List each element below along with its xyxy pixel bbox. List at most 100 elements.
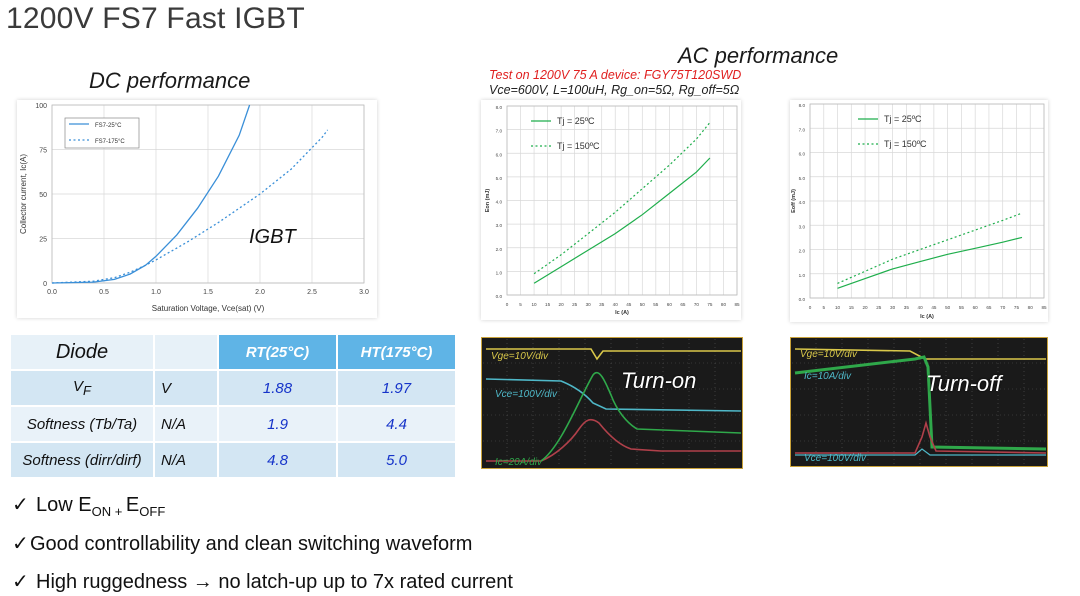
table-row: Softness (Tb/Ta) N/A 1.9 4.4	[11, 406, 457, 443]
legend-label: Tj = 150ºC	[884, 139, 927, 149]
legend-label: FS7-175°C	[95, 139, 125, 145]
eon-chart-panel: 0.0 1.0 2.0 3.0 4.0 5.0 6.0 7.0 8.0 0 5 10 15 20 25 30 3…	[481, 100, 741, 320]
y-tick-label: 2.0	[496, 247, 503, 252]
eon-chart: 0.0 1.0 2.0 3.0 4.0 5.0 6.0 7.0 8.0 0 5 10 15 20 25 30 3…	[485, 105, 740, 316]
x-tick-label: 60	[667, 302, 673, 307]
x-tick-label: 60	[973, 305, 979, 310]
param-subscript: F	[83, 383, 91, 398]
y-axis-label: Eoff (mJ)	[791, 189, 797, 213]
x-tick-label: 0.0	[47, 289, 57, 296]
x-tick-label: 70	[694, 302, 700, 307]
y-tick-label: 25	[39, 237, 47, 244]
x-tick-label: 10	[835, 305, 841, 310]
test-conditions-note: Vce=600V, L=100uH, Rg_on=5Ω, Rg_off=5Ω	[489, 83, 739, 97]
x-tick-label: 35	[599, 302, 605, 307]
param-softness-dirr: Softness (dirr/dirf)	[11, 442, 155, 479]
x-tick-label: 0	[809, 305, 812, 310]
rt-value: 1.9	[218, 406, 338, 443]
y-tick-label: 4.0	[799, 200, 806, 205]
bullet-text-post: no latch-up up to 7x rated current	[212, 571, 513, 593]
diode-table: Diode RT(25°C) HT(175°C) VF V 1.88 1.97 …	[11, 335, 457, 479]
y-tick-label: 6.0	[496, 152, 503, 157]
y-tick-label: 0.0	[496, 294, 503, 299]
y-tick-label: 0.0	[799, 297, 806, 302]
bullet-low-loss: ✓ Low EON + EOFF	[12, 492, 165, 519]
eoff-chart-panel: 0.0 1.0 2.0 3.0 4.0 5.0 6.0 7.0 8.0 0 5 10 15 20 25 30 3…	[790, 100, 1048, 322]
y-tick-label: 6.0	[799, 152, 806, 157]
ic-trace	[794, 355, 1047, 451]
param-text: V	[73, 378, 84, 395]
bullet-text: High ruggedness	[36, 571, 193, 593]
x-tick-label: 85	[734, 302, 740, 307]
series-line	[533, 157, 711, 284]
subscript-off: OFF	[139, 504, 166, 519]
x-axis-label: Ic (A)	[920, 314, 934, 320]
x-tick-label: 20	[862, 305, 868, 310]
vge-trace	[486, 348, 741, 361]
y-tick-label: 4.0	[496, 200, 503, 205]
rt-value: 1.88	[218, 370, 338, 407]
y-tick-label: 7.0	[496, 129, 503, 134]
slide-title: 1200V FS7 Fast IGBT	[6, 2, 305, 35]
turn-on-waveform: Vge=10V/div Vce=100V/div Ic=20A/div	[480, 336, 744, 470]
eoff-chart: 0.0 1.0 2.0 3.0 4.0 5.0 6.0 7.0 8.0 0 5 10 15 20 25 30 3…	[791, 103, 1047, 320]
scope-on-ch1-label: Vge=10V/div	[491, 351, 549, 362]
x-tick-label: 15	[849, 305, 855, 310]
turn-off-label: Turn-off	[926, 371, 1002, 396]
plot-area	[506, 105, 738, 296]
y-tick-label: 5.0	[496, 176, 503, 181]
x-tick-label: 80	[1028, 305, 1034, 310]
y-tick-label: 5.0	[799, 176, 806, 181]
scope-frame	[480, 336, 744, 470]
table-row: VF V 1.88 1.97	[11, 370, 457, 407]
x-tick-label: 40	[613, 302, 619, 307]
x-tick-label: 45	[626, 302, 632, 307]
bullet-ruggedness: ✓ High ruggedness → no latch-up up to 7x …	[12, 569, 513, 594]
power-trace	[795, 420, 1047, 454]
x-tick-label: 0	[506, 302, 509, 307]
test-device-note: Test on 1200V 75 A device: FGY75T120SWD	[489, 68, 742, 82]
checkmark-icon: ✓	[12, 533, 29, 555]
y-tick-label: 3.0	[496, 223, 503, 228]
dc-iv-chart: 0 25 50 75 100 0.0 0.5 1.0 1.5 2.0 2.5 3.0 Saturatio…	[19, 103, 369, 313]
scope-off-ch1-label: Vge=10V/div	[800, 349, 858, 360]
rt-value: 4.8	[218, 442, 338, 479]
x-tick-label: 15	[545, 302, 551, 307]
series-line	[837, 236, 1023, 289]
x-tick-label: 80	[721, 302, 727, 307]
series-line	[51, 129, 329, 284]
y-tick-label: 100	[35, 103, 47, 110]
diode-table-title: Diode	[11, 335, 155, 371]
turn-off-scope: Vge=10V/div Ic=10A/div Vce=100V/div Turn…	[789, 336, 1049, 468]
plot-area	[809, 103, 1045, 299]
unit-cell: V	[154, 370, 219, 407]
x-tick-label: 25	[876, 305, 882, 310]
scope-off-ch2-label: Ic=10A/div	[804, 371, 852, 382]
x-tick-label: 65	[680, 302, 686, 307]
plot-area	[51, 104, 365, 284]
test-conditions-text: Vce=600V, L=100uH, Rg_on=5Ω, Rg_off=5Ω	[489, 83, 740, 97]
x-tick-label: 35	[904, 305, 910, 310]
table-row: Softness (dirr/dirf) N/A 4.8 5.0	[11, 442, 457, 479]
y-tick-label: 0	[43, 281, 47, 288]
x-tick-label: 2.5	[307, 289, 317, 296]
power-trace	[540, 371, 742, 462]
ht-value: 1.97	[337, 370, 457, 407]
chart-annotation: IGBT	[249, 226, 297, 248]
x-tick-label: 40	[918, 305, 924, 310]
param-softness-tbta: Softness (Tb/Ta)	[11, 406, 155, 443]
y-tick-label: 75	[39, 148, 47, 155]
plus-sign: +	[111, 504, 126, 519]
diode-table-unit-header	[154, 335, 219, 371]
x-tick-label: 5	[822, 305, 825, 310]
subscript-on: ON	[91, 504, 112, 519]
bullet-text: Low E	[36, 494, 92, 516]
turn-off-waveform: Vge=10V/div Ic=10A/div Vce=100V/div	[789, 336, 1049, 468]
arrow-right-icon: →	[192, 571, 213, 593]
ac-performance-title: AC performance	[678, 43, 839, 68]
legend-label: FS7-25°C	[95, 123, 122, 129]
series-line	[837, 212, 1023, 284]
dc-chart-panel: 0 25 50 75 100 0.0 0.5 1.0 1.5 2.0 2.5 3.0 Saturatio…	[17, 100, 377, 318]
x-tick-label: 75	[1014, 305, 1020, 310]
y-axis-label: Eon (mJ)	[485, 189, 491, 213]
